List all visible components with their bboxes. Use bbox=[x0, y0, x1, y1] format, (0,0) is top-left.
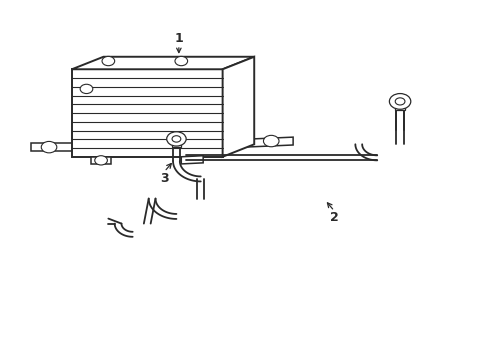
Circle shape bbox=[41, 141, 57, 153]
Circle shape bbox=[102, 57, 115, 66]
Circle shape bbox=[172, 136, 181, 142]
Polygon shape bbox=[72, 57, 254, 69]
Polygon shape bbox=[222, 57, 254, 157]
Text: 1: 1 bbox=[174, 32, 183, 45]
Polygon shape bbox=[30, 143, 94, 151]
Circle shape bbox=[95, 156, 107, 165]
Circle shape bbox=[175, 57, 187, 66]
Text: 3: 3 bbox=[160, 172, 168, 185]
Circle shape bbox=[388, 94, 410, 109]
Polygon shape bbox=[172, 139, 181, 147]
Polygon shape bbox=[181, 156, 203, 164]
Circle shape bbox=[263, 135, 279, 147]
Polygon shape bbox=[91, 157, 111, 164]
Circle shape bbox=[80, 84, 93, 94]
Polygon shape bbox=[394, 102, 404, 111]
Text: 2: 2 bbox=[329, 211, 338, 224]
Circle shape bbox=[394, 98, 404, 105]
Circle shape bbox=[166, 132, 186, 146]
Polygon shape bbox=[72, 69, 222, 157]
Polygon shape bbox=[196, 137, 292, 149]
